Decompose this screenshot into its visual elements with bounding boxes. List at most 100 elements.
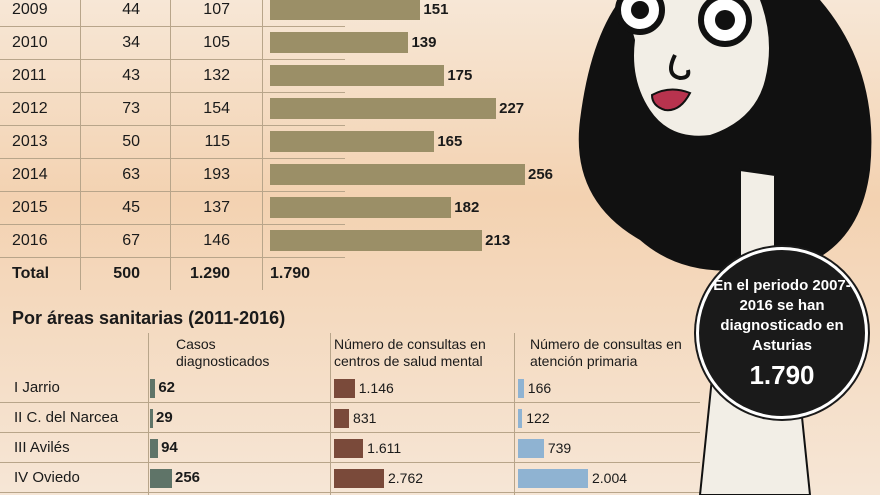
summary-badge: En el periodo 2007-2016 se han diagnosti… <box>696 247 868 419</box>
row-divider <box>0 224 345 225</box>
row-divider <box>0 432 700 433</box>
total-label: Total <box>12 265 50 282</box>
cases-value: 34 <box>122 34 140 51</box>
yearly-table: 2009 44 107 151 2010 34 105 139 2011 43 132 175 2012… <box>0 0 600 290</box>
year-label: 2015 <box>12 199 48 216</box>
primaria-value: 166 <box>527 380 552 396</box>
year-bar <box>270 230 483 251</box>
year-bar <box>270 164 525 185</box>
cases-value: 73 <box>122 100 140 117</box>
year-label: 2010 <box>12 34 48 51</box>
year-row: 2015 45 137 182 <box>0 191 560 224</box>
year-label: 2011 <box>12 67 47 84</box>
year-bar-label: 227 <box>499 100 525 117</box>
row-divider <box>0 492 700 493</box>
year-bar-label: 165 <box>437 133 463 150</box>
areas-table: I Jarrio 62 1.146 166 II C. del Narcea 29 831 1… <box>0 333 710 495</box>
year-bar <box>270 65 445 86</box>
year-bar <box>270 197 452 218</box>
casos-value: 62 <box>158 379 176 396</box>
year-row: 2016 67 146 213 <box>0 224 560 257</box>
area-row: III Avilés 94 1.611 739 <box>0 433 700 463</box>
cases-value: 67 <box>122 232 140 249</box>
column-divider <box>80 0 81 290</box>
area-name: III Avilés <box>14 439 70 456</box>
year-bar-label: 256 <box>528 166 554 183</box>
primaria-bar <box>518 469 588 488</box>
row-divider <box>0 26 345 27</box>
salud-mental-bar <box>334 439 364 458</box>
area-name: IV Oviedo <box>14 469 80 486</box>
area-row: IV Oviedo 256 2.762 2.004 <box>0 463 700 493</box>
year-bar <box>270 98 497 119</box>
primaria-value: 2.004 <box>592 470 628 486</box>
row-divider <box>0 125 345 126</box>
primaria-bar <box>518 379 524 398</box>
consults-value: 105 <box>203 34 230 51</box>
total-consults: 1.290 <box>189 265 230 282</box>
header-casos: Casos diagnosticados <box>176 336 270 369</box>
casos-bar <box>150 379 156 398</box>
year-bar-label: 175 <box>447 67 473 84</box>
casos-value: 256 <box>175 469 201 486</box>
total-row: Total 500 1.290 1.790 <box>0 257 560 290</box>
woman-illustration <box>578 0 872 495</box>
primaria-bar <box>518 409 523 428</box>
row-divider <box>0 191 345 192</box>
consults-value: 132 <box>203 67 230 84</box>
casos-bar <box>150 409 153 428</box>
year-bar <box>270 32 409 53</box>
column-divider <box>170 0 171 290</box>
consults-value: 115 <box>204 133 230 150</box>
salud-mental-value: 1.611 <box>367 440 402 456</box>
casos-value: 29 <box>156 409 173 426</box>
salud-mental-bar <box>334 469 384 488</box>
column-divider <box>262 0 263 290</box>
year-label: 2009 <box>12 1 48 18</box>
year-row: 2011 43 132 175 <box>0 59 560 92</box>
year-bar <box>270 131 435 152</box>
casos-bar <box>150 469 172 488</box>
year-bar <box>270 0 421 20</box>
total-cases: 500 <box>113 265 140 282</box>
cases-value: 44 <box>122 1 140 18</box>
primaria-value: 739 <box>547 440 572 456</box>
areas-title: Por áreas sanitarias (2011-2016) <box>12 308 286 328</box>
consults-value: 107 <box>203 1 230 18</box>
year-row: 2009 44 107 151 <box>0 0 560 26</box>
row-divider <box>0 158 345 159</box>
salud-mental-value: 1.146 <box>358 380 394 396</box>
casos-bar <box>150 439 159 458</box>
salud-mental-value: 2.762 <box>388 470 424 486</box>
row-divider <box>0 92 345 93</box>
primaria-value: 122 <box>526 410 550 426</box>
cases-value: 43 <box>122 67 140 84</box>
year-bar-label: 151 <box>423 1 449 18</box>
casos-value: 94 <box>161 439 178 456</box>
year-row: 2010 34 105 139 <box>0 26 560 59</box>
consults-value: 146 <box>203 232 230 249</box>
cases-value: 45 <box>122 199 140 216</box>
header-salud-mental: Número de consultas en centros de salud … <box>334 336 486 369</box>
consults-value: 193 <box>203 166 230 183</box>
area-row: I Jarrio 62 1.146 166 <box>0 373 700 403</box>
year-row: 2012 73 154 227 <box>0 92 560 125</box>
area-row: II C. del Narcea 29 831 122 <box>0 403 700 433</box>
cases-value: 50 <box>122 133 140 150</box>
column-divider <box>514 333 515 495</box>
badge-text: En el periodo 2007-2016 se han diagnosti… <box>713 276 851 354</box>
row-divider <box>0 59 345 60</box>
column-divider <box>330 333 331 495</box>
consults-value: 137 <box>203 199 230 216</box>
row-divider <box>0 402 700 403</box>
salud-mental-bar <box>334 409 350 428</box>
area-name: I Jarrio <box>14 379 60 396</box>
badge-number: 1.790 <box>749 359 815 390</box>
year-bar-label: 139 <box>411 34 437 51</box>
row-divider <box>0 257 345 258</box>
salud-mental-bar <box>334 379 355 398</box>
total-sum: 1.790 <box>270 265 311 282</box>
area-name: II C. del Narcea <box>14 409 119 426</box>
year-bar-label: 182 <box>454 199 480 216</box>
primaria-bar <box>518 439 544 458</box>
